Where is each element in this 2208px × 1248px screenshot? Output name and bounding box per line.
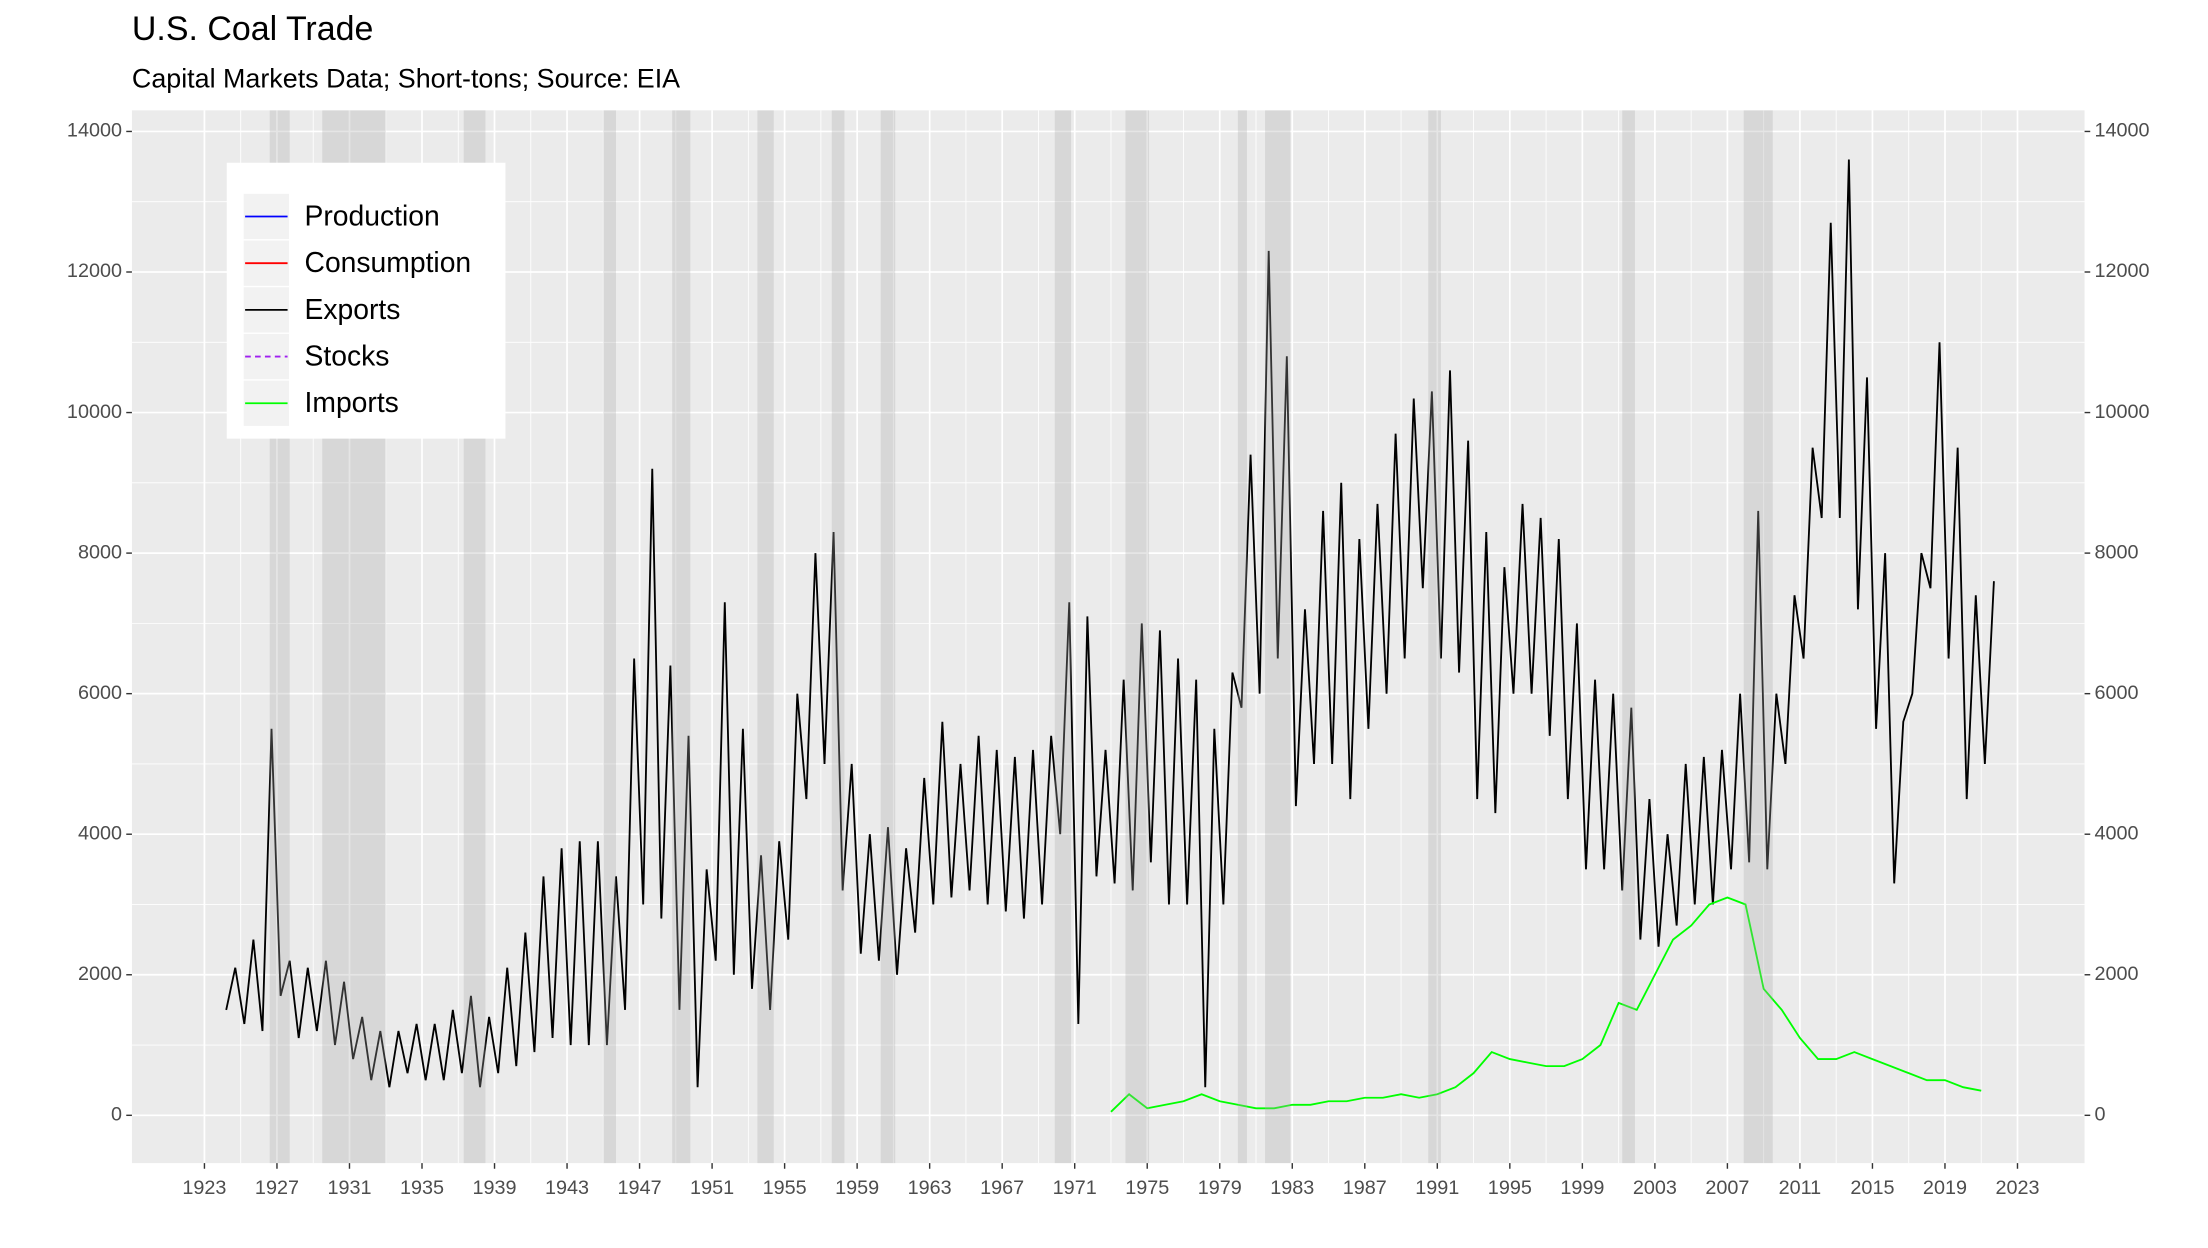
y-tick-label: 10000 bbox=[67, 401, 122, 423]
x-tick-label: 1975 bbox=[1125, 1177, 1169, 1199]
recession-band bbox=[1237, 110, 1247, 1164]
recession-band bbox=[757, 110, 774, 1164]
x-tick-label: 1955 bbox=[763, 1177, 807, 1199]
x-tick-label: 1983 bbox=[1270, 1177, 1314, 1199]
y-tick-label: 6000 bbox=[78, 682, 122, 704]
series-line bbox=[1110, 896, 1982, 1113]
legend-label: Stocks bbox=[305, 339, 390, 371]
y-tick-label: 14000 bbox=[67, 120, 122, 142]
recession-band bbox=[1743, 110, 1773, 1164]
y-tick-label: 12000 bbox=[67, 260, 122, 282]
y-tick-label: 0 bbox=[111, 1104, 122, 1126]
y2-tick-label: 4000 bbox=[2094, 822, 2138, 844]
recession-band bbox=[603, 110, 617, 1164]
x-tick-label: 1967 bbox=[980, 1177, 1024, 1199]
y2-tick-label: 12000 bbox=[2094, 260, 2149, 282]
y2-tick-label: 2000 bbox=[2094, 963, 2138, 985]
x-tick-label: 2023 bbox=[1995, 1177, 2039, 1199]
x-tick-label: 2003 bbox=[1633, 1177, 1677, 1199]
x-tick-label: 2007 bbox=[1705, 1177, 1749, 1199]
x-tick-label: 1959 bbox=[835, 1177, 879, 1199]
y2-tick-label: 0 bbox=[2094, 1104, 2105, 1126]
x-tick-label: 1931 bbox=[327, 1177, 371, 1199]
recession-band bbox=[1428, 110, 1441, 1164]
y-tick-label: 2000 bbox=[78, 963, 122, 985]
y2-tick-label: 6000 bbox=[2094, 682, 2138, 704]
x-tick-label: 1939 bbox=[473, 1177, 517, 1199]
x-tick-label: 2015 bbox=[1850, 1177, 1894, 1199]
legend-label: Exports bbox=[305, 293, 401, 325]
x-tick-label: 1927 bbox=[255, 1177, 299, 1199]
x-tick-label: 1935 bbox=[400, 1177, 444, 1199]
series-line bbox=[225, 159, 1995, 1088]
legend-label: Consumption bbox=[305, 246, 472, 278]
x-tick-label: 1979 bbox=[1198, 1177, 1242, 1199]
y2-tick-label: 14000 bbox=[2094, 120, 2149, 142]
recession-band bbox=[1265, 110, 1291, 1164]
chart-title: U.S. Coal Trade bbox=[132, 10, 373, 48]
x-tick-label: 1963 bbox=[908, 1177, 952, 1199]
recession-band bbox=[1622, 110, 1635, 1164]
recession-band bbox=[1054, 110, 1072, 1164]
y2-tick-label: 8000 bbox=[2094, 541, 2138, 563]
x-tick-label: 2019 bbox=[1923, 1177, 1967, 1199]
recession-band bbox=[672, 110, 691, 1164]
x-tick-label: 1943 bbox=[545, 1177, 589, 1199]
y2-tick-label: 10000 bbox=[2094, 401, 2149, 423]
recession-band bbox=[831, 110, 845, 1164]
legend-label: Imports bbox=[305, 386, 399, 418]
y-tick-label: 4000 bbox=[78, 822, 122, 844]
x-tick-label: 1923 bbox=[182, 1177, 226, 1199]
x-tick-label: 1999 bbox=[1560, 1177, 1604, 1199]
x-tick-label: 1995 bbox=[1488, 1177, 1532, 1199]
legend-label: Production bbox=[305, 199, 440, 231]
x-tick-label: 2011 bbox=[1779, 1177, 1822, 1199]
x-tick-label: 1991 bbox=[1415, 1177, 1459, 1199]
x-tick-label: 1987 bbox=[1343, 1177, 1387, 1199]
y-tick-label: 8000 bbox=[78, 541, 122, 563]
x-tick-label: 1971 bbox=[1053, 1177, 1097, 1199]
recession-band bbox=[1125, 110, 1150, 1164]
chart-subtitle: Capital Markets Data; Short-tons; Source… bbox=[132, 64, 680, 94]
x-tick-label: 1947 bbox=[618, 1177, 662, 1199]
x-tick-label: 1951 bbox=[690, 1177, 734, 1199]
recession-band bbox=[880, 110, 896, 1164]
